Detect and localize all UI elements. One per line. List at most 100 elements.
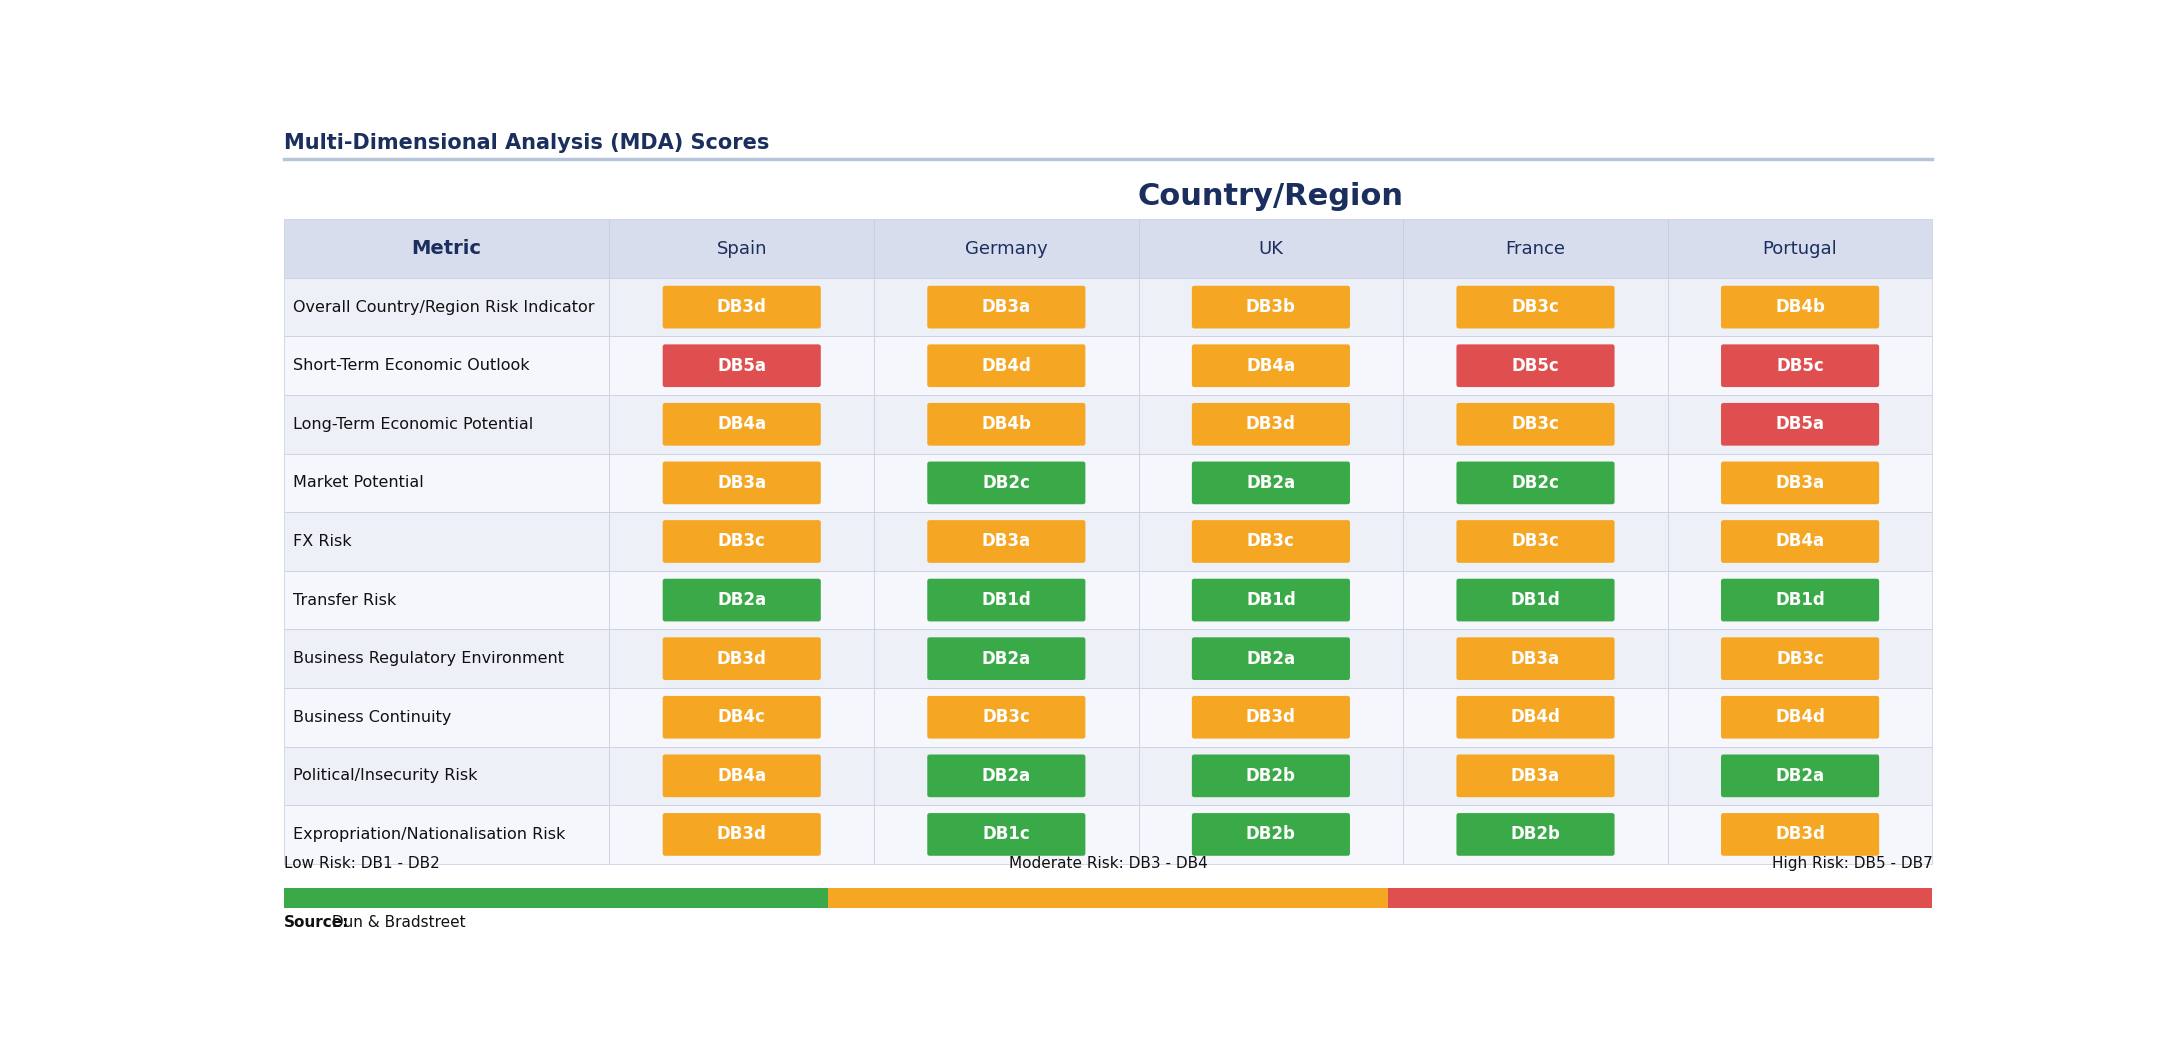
Text: Multi-Dimensional Analysis (MDA) Scores: Multi-Dimensional Analysis (MDA) Scores [283, 133, 769, 153]
Text: DB5c: DB5c [1512, 356, 1560, 375]
Bar [827, 888, 1389, 908]
Bar [609, 746, 875, 805]
Text: France: France [1506, 240, 1566, 258]
Bar [875, 746, 1138, 805]
Text: DB3c: DB3c [1512, 415, 1560, 433]
Bar [875, 513, 1138, 571]
FancyBboxPatch shape [927, 696, 1084, 739]
Bar [1668, 688, 1933, 746]
Text: DB2b: DB2b [1510, 826, 1560, 843]
Bar [283, 746, 609, 805]
Bar [1389, 888, 1933, 908]
Bar [875, 453, 1138, 513]
Bar [1668, 219, 1933, 278]
Text: DB3d: DB3d [717, 826, 767, 843]
Text: Portugal: Portugal [1763, 240, 1838, 258]
Text: DB3a: DB3a [1776, 474, 1825, 492]
Bar [609, 219, 875, 278]
Bar [283, 453, 609, 513]
Text: DB4a: DB4a [1776, 533, 1825, 551]
Bar [609, 395, 875, 453]
Bar [609, 513, 875, 571]
Bar [1668, 336, 1933, 395]
Text: DB5c: DB5c [1776, 356, 1823, 375]
Bar [609, 278, 875, 336]
Text: DB5a: DB5a [717, 356, 767, 375]
Text: Metric: Metric [413, 239, 482, 258]
Text: DB3a: DB3a [1512, 650, 1560, 668]
Bar [1404, 395, 1668, 453]
Bar [875, 336, 1138, 395]
Text: DB3c: DB3c [1246, 533, 1294, 551]
FancyBboxPatch shape [1456, 813, 1614, 856]
Bar [1668, 453, 1933, 513]
FancyBboxPatch shape [1722, 345, 1879, 387]
FancyBboxPatch shape [927, 345, 1084, 387]
Text: DB2b: DB2b [1246, 826, 1296, 843]
Bar [609, 629, 875, 688]
Bar [1138, 571, 1404, 629]
Text: DB5a: DB5a [1776, 415, 1825, 433]
Bar [1138, 805, 1404, 864]
Bar [875, 219, 1138, 278]
Bar [1404, 805, 1668, 864]
Bar [283, 629, 609, 688]
Bar [875, 629, 1138, 688]
Text: Business Regulatory Environment: Business Regulatory Environment [294, 651, 564, 666]
Bar [1668, 805, 1933, 864]
Text: FX Risk: FX Risk [294, 534, 352, 549]
Text: DB3d: DB3d [717, 298, 767, 316]
Bar [283, 278, 609, 336]
Text: DB4d: DB4d [981, 356, 1030, 375]
FancyBboxPatch shape [663, 345, 821, 387]
Text: DB3d: DB3d [1246, 708, 1296, 726]
Text: DB2a: DB2a [1246, 650, 1296, 668]
Bar [283, 805, 609, 864]
Text: DB3d: DB3d [1246, 415, 1296, 433]
Bar [1138, 688, 1404, 746]
Text: DB3c: DB3c [1512, 298, 1560, 316]
Bar [609, 688, 875, 746]
Text: DB3c: DB3c [1512, 533, 1560, 551]
Text: Low Risk: DB1 - DB2: Low Risk: DB1 - DB2 [283, 856, 441, 871]
FancyBboxPatch shape [1456, 579, 1614, 622]
Text: DB2a: DB2a [1776, 766, 1825, 785]
FancyBboxPatch shape [1722, 755, 1879, 797]
Text: DB3c: DB3c [717, 533, 765, 551]
FancyBboxPatch shape [663, 579, 821, 622]
FancyBboxPatch shape [1192, 462, 1350, 504]
Text: DB1c: DB1c [983, 826, 1030, 843]
FancyBboxPatch shape [663, 755, 821, 797]
FancyBboxPatch shape [1456, 696, 1614, 739]
FancyBboxPatch shape [927, 520, 1084, 562]
FancyBboxPatch shape [1722, 403, 1879, 446]
Text: Country/Region: Country/Region [1138, 182, 1404, 210]
Bar [609, 336, 875, 395]
FancyBboxPatch shape [663, 403, 821, 446]
Bar [283, 336, 609, 395]
Text: DB4d: DB4d [1776, 708, 1825, 726]
Bar [1668, 629, 1933, 688]
Text: DB3a: DB3a [983, 298, 1030, 316]
FancyBboxPatch shape [1722, 813, 1879, 856]
Text: DB4b: DB4b [1776, 298, 1825, 316]
Bar [1404, 629, 1668, 688]
FancyBboxPatch shape [1456, 403, 1614, 446]
Bar [283, 395, 609, 453]
Text: DB3b: DB3b [1246, 298, 1296, 316]
Bar [1138, 746, 1404, 805]
Text: Dun & Bradstreet: Dun & Bradstreet [326, 914, 464, 929]
Bar [875, 395, 1138, 453]
Bar [1668, 746, 1933, 805]
Bar [609, 453, 875, 513]
Text: Transfer Risk: Transfer Risk [294, 593, 397, 608]
Bar [283, 513, 609, 571]
Bar [875, 805, 1138, 864]
Bar [283, 688, 609, 746]
FancyBboxPatch shape [663, 520, 821, 562]
Text: DB4a: DB4a [717, 415, 767, 433]
FancyBboxPatch shape [1192, 755, 1350, 797]
Text: DB4d: DB4d [1510, 708, 1560, 726]
FancyBboxPatch shape [663, 285, 821, 329]
FancyBboxPatch shape [663, 696, 821, 739]
